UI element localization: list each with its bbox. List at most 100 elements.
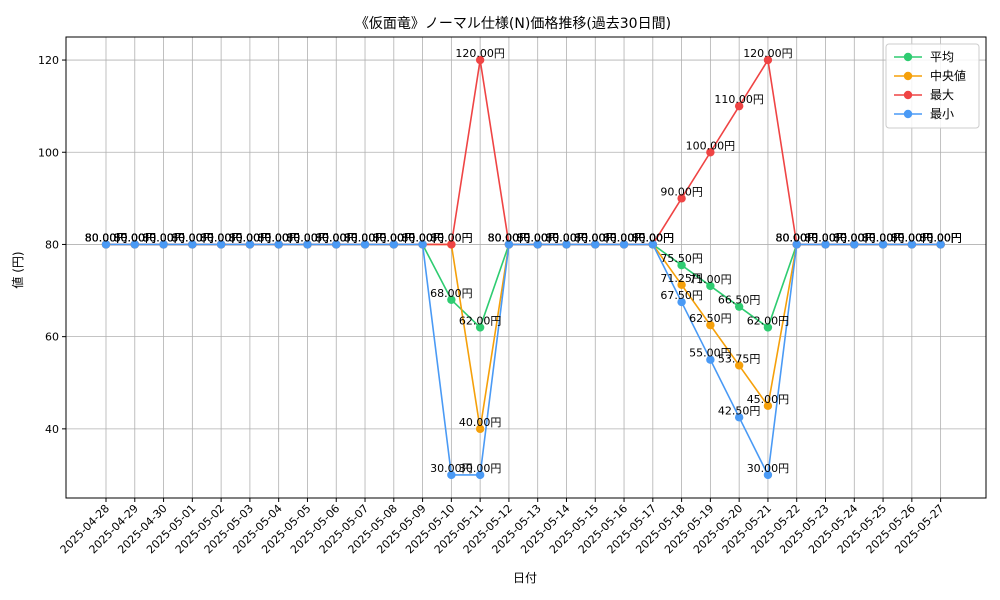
- data-label: 80.00円: [603, 231, 646, 244]
- data-point: [245, 240, 255, 249]
- data-label: 80.00円: [488, 231, 531, 244]
- data-label: 80.00円: [919, 231, 962, 244]
- data-label: 80.00円: [545, 231, 588, 244]
- data-label: 80.00円: [919, 231, 962, 244]
- data-point: [303, 240, 312, 249]
- data-label: 80.00円: [833, 231, 876, 244]
- data-label: 80.00円: [632, 231, 675, 244]
- data-point: [475, 424, 485, 434]
- legend-label: 最小: [930, 107, 954, 121]
- data-point: [677, 280, 686, 289]
- data-label: 80.00円: [603, 231, 646, 244]
- series-markers: [101, 55, 945, 480]
- data-label: 80.00円: [862, 231, 905, 244]
- data-point: [907, 240, 917, 249]
- data-labels: 80.00円80.00円80.00円80.00円80.00円80.00円80.0…: [85, 47, 962, 475]
- data-label: 80.00円: [257, 231, 300, 244]
- data-point: [706, 281, 715, 291]
- data-label: 80.00円: [891, 231, 934, 244]
- data-label: 80.00円: [401, 231, 444, 244]
- data-label: 62.50円: [689, 312, 732, 325]
- data-point: [504, 240, 514, 249]
- data-point: [850, 240, 859, 249]
- y-axis: 40 60 80 100 120: [38, 54, 66, 436]
- data-label: 45.00円: [747, 393, 790, 406]
- data-point: [562, 240, 571, 249]
- legend-box: [885, 43, 980, 129]
- data-label: 80.00円: [804, 231, 847, 244]
- y-axis-label: 値 (円): [10, 251, 25, 288]
- data-label: 80.00円: [315, 231, 358, 244]
- data-label: 80.00円: [516, 231, 559, 244]
- data-label: 80.00円: [114, 231, 157, 244]
- data-label: 80.00円: [344, 231, 387, 244]
- data-label: 80.00円: [257, 231, 300, 244]
- data-label: 100.00円: [686, 139, 736, 152]
- data-point: [878, 240, 888, 249]
- data-label: 80.00円: [85, 231, 128, 244]
- series-lines: [106, 57, 941, 478]
- data-point: [475, 323, 485, 332]
- data-label: 80.00円: [257, 231, 300, 244]
- data-point: [447, 240, 456, 249]
- data-point: [821, 240, 830, 249]
- y-tick-label: 120: [38, 54, 59, 67]
- data-label: 80.00円: [344, 231, 387, 244]
- data-point: [734, 302, 744, 311]
- data-label: 80.00円: [401, 231, 444, 244]
- data-label: 40.00円: [459, 416, 502, 429]
- data-label: 80.00円: [574, 231, 617, 244]
- data-label: 80.00円: [891, 231, 934, 244]
- data-label: 80.00円: [862, 231, 905, 244]
- data-label: 80.00円: [401, 231, 444, 244]
- data-label: 80.00円: [862, 231, 905, 244]
- data-point: [706, 148, 715, 157]
- data-point: [475, 55, 485, 65]
- data-label: 62.00円: [459, 314, 502, 327]
- series-line-3: [106, 243, 941, 478]
- data-label: 80.00円: [200, 231, 243, 244]
- legend-marker: [903, 52, 913, 62]
- data-label: 80.00円: [229, 231, 272, 244]
- data-label: 80.00円: [488, 231, 531, 244]
- data-label: 80.00円: [286, 231, 329, 244]
- data-point: [706, 320, 715, 330]
- data-label: 80.00円: [85, 231, 128, 244]
- data-label: 80.00円: [574, 231, 617, 244]
- data-label: 80.00円: [142, 231, 185, 244]
- data-point: [274, 240, 283, 249]
- data-label: 80.00円: [775, 231, 818, 244]
- data-label: 80.00円: [430, 231, 473, 244]
- data-label: 80.00円: [257, 231, 300, 244]
- data-label: 80.00円: [603, 231, 646, 244]
- data-label: 80.00円: [229, 231, 272, 244]
- data-label: 80.00円: [545, 231, 588, 244]
- data-label: 80.00円: [862, 231, 905, 244]
- data-label: 80.00円: [545, 231, 588, 244]
- data-label: 80.00円: [200, 231, 243, 244]
- data-label: 71.25円: [660, 272, 703, 285]
- data-point: [734, 361, 744, 370]
- legend-marker: [903, 109, 913, 119]
- data-point: [763, 55, 773, 65]
- data-label: 80.00円: [632, 231, 675, 244]
- data-label: 80.00円: [171, 231, 214, 244]
- data-point: [734, 101, 744, 111]
- plot-frame: [65, 36, 987, 499]
- data-label: 42.50円: [718, 404, 761, 417]
- data-point: [533, 240, 542, 249]
- data-label: 80.00円: [142, 231, 185, 244]
- data-label: 75.50円: [660, 252, 703, 265]
- legend-label: 平均: [930, 50, 954, 64]
- data-point: [591, 240, 600, 249]
- data-point: [188, 240, 197, 249]
- data-label: 80.00円: [833, 231, 876, 244]
- data-label: 71.00円: [689, 273, 732, 286]
- data-point: [360, 240, 370, 249]
- data-label: 80.00円: [919, 231, 962, 244]
- data-point: [936, 240, 945, 249]
- data-label: 80.00円: [373, 231, 416, 244]
- data-label: 30.00円: [459, 462, 502, 475]
- data-label: 80.00円: [286, 231, 329, 244]
